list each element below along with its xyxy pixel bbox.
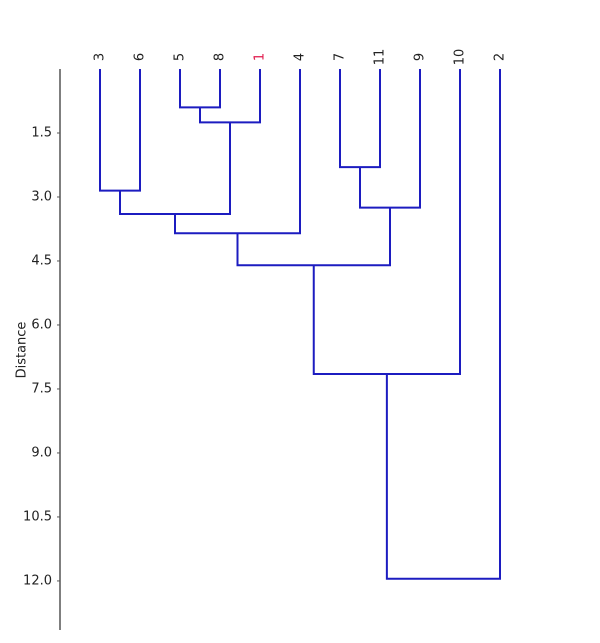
dendrogram-link (99, 69, 141, 192)
leaf-label: 8 (213, 53, 228, 61)
dendrogram-link (339, 69, 381, 169)
leaf-label: 7 (333, 53, 348, 61)
dendrogram-link (385, 69, 501, 580)
y-tick-label: 7.5 (31, 381, 52, 396)
y-tick-label: 1.5 (31, 125, 52, 140)
dendrogram-link (236, 207, 391, 267)
leaf-label: 3 (93, 53, 108, 61)
dendrogram-link (179, 69, 221, 109)
dendrogram-link (119, 122, 231, 216)
y-tick-label: 10.5 (23, 509, 52, 524)
y-axis-label: Distance (15, 322, 30, 379)
y-tick-label: 4.5 (31, 253, 52, 268)
y-tick-label: 6.0 (31, 317, 52, 332)
y-tick-label: 9.0 (31, 445, 52, 460)
y-tick-label: 12.0 (23, 573, 52, 588)
leaf-label: 4 (293, 53, 308, 61)
leaf-label: 2 (493, 53, 508, 61)
leaf-label: 5 (173, 53, 188, 61)
y-tick-label: 3.0 (31, 189, 52, 204)
leaf-label: 10 (453, 49, 468, 66)
leaf-label: 6 (133, 53, 148, 61)
dendrogram-link (312, 69, 461, 376)
dendrogram-link (174, 69, 301, 235)
leaf-label: 1 (253, 53, 268, 61)
dendrogram-link (359, 69, 421, 209)
leaf-label: 9 (413, 53, 428, 61)
dendrogram-link (199, 69, 261, 124)
leaf-label: 11 (373, 49, 388, 66)
